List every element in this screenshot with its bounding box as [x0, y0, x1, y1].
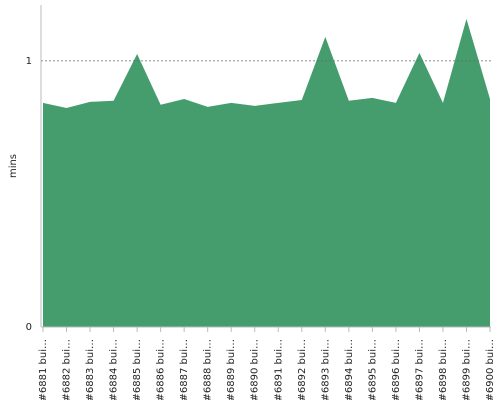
x-tick-label: #6896 bui…: [391, 339, 402, 400]
x-tick-label: #6882 bui…: [62, 339, 73, 400]
y-tick-label: 1: [26, 56, 32, 67]
x-tick-label: #6892 bui…: [297, 339, 308, 400]
x-tick-label: #6897 bui…: [414, 339, 425, 400]
x-tick-label: #6893 bui…: [320, 339, 331, 400]
x-tick-label: #6883 bui…: [85, 339, 96, 400]
x-tick-label: #6881 bui…: [38, 339, 49, 400]
x-tick-label: #6890 bui…: [250, 339, 261, 400]
y-tick-label: 0: [26, 322, 32, 333]
x-tick-label: #6885 bui…: [132, 339, 143, 400]
x-tick-label: #6887 bui…: [179, 339, 190, 400]
x-tick-label: #6891 bui…: [273, 339, 284, 400]
x-tick-label: #6886 bui…: [156, 339, 167, 400]
y-axis-label: mins: [8, 154, 19, 178]
x-tick-label: #6900 bui…: [485, 339, 496, 400]
x-tick-label: #6899 bui…: [461, 339, 472, 400]
x-tick-label: #6895 bui…: [367, 339, 378, 400]
x-tick-label: #6888 bui…: [203, 339, 214, 400]
x-tick-label: #6889 bui…: [226, 339, 237, 400]
x-tick-label: #6898 bui…: [438, 339, 449, 400]
x-tick-label: #6884 bui…: [109, 339, 120, 400]
area: [43, 18, 490, 328]
x-tick-label: #6894 bui…: [344, 339, 355, 400]
